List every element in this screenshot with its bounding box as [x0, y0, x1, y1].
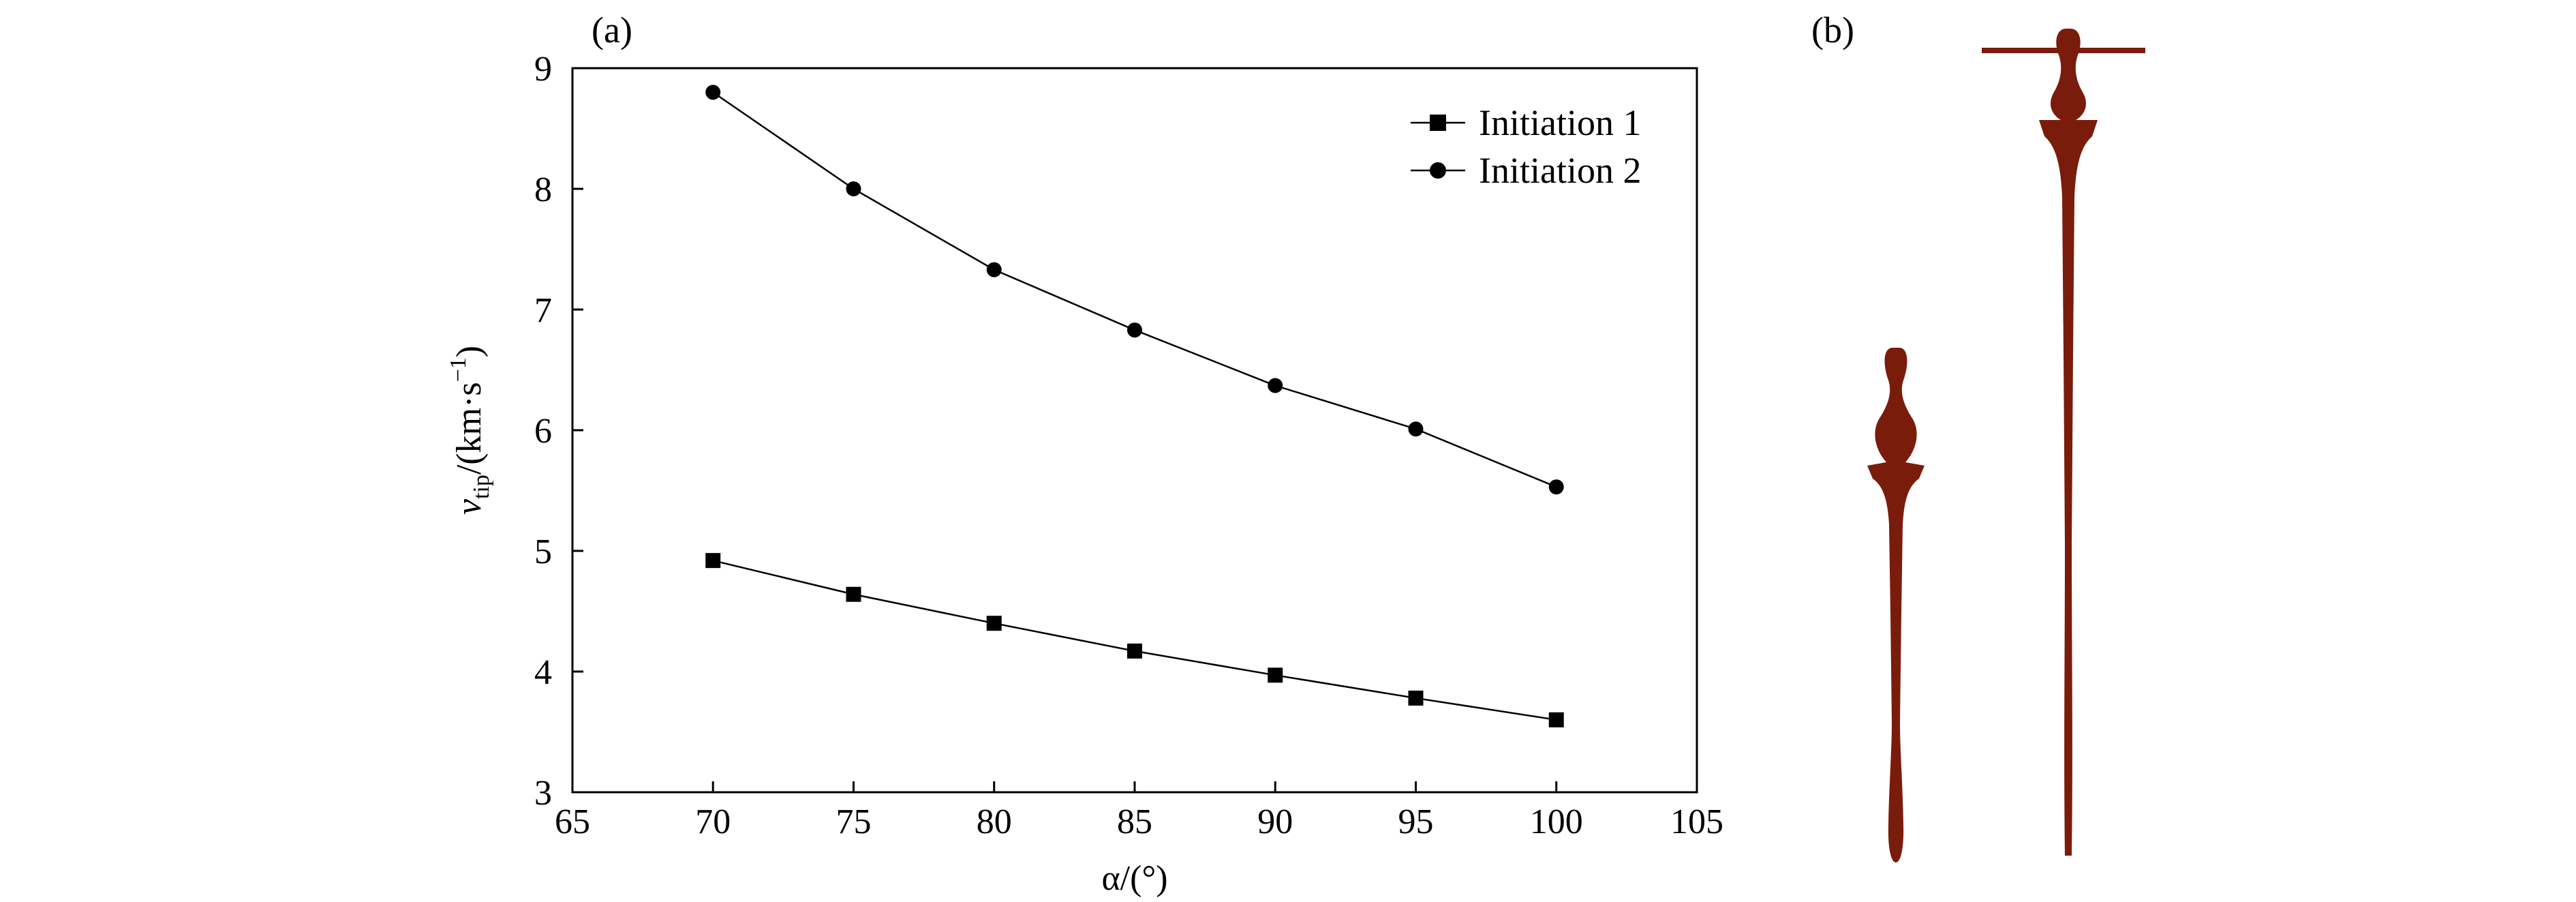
data-point-circle	[846, 181, 861, 196]
legend: Initiation 1 Initiation 2	[1411, 102, 1641, 191]
x-tick-label: 95	[1398, 802, 1434, 841]
jet-shape-short	[1867, 348, 1925, 862]
y-axis-title-close: )	[450, 346, 489, 357]
x-tick-label: 75	[836, 802, 872, 841]
panel-label-b: (b)	[1811, 10, 1854, 50]
x-axis-title: α/(°)	[1101, 859, 1167, 898]
data-point-circle	[1408, 421, 1424, 437]
legend-label-1: Initiation 1	[1479, 102, 1641, 143]
data-point-circle	[705, 85, 721, 100]
x-tick-label: 85	[1117, 802, 1152, 841]
x-tick-label: 70	[695, 802, 731, 841]
y-axis-title-sub: tip	[469, 475, 494, 499]
jet-shape-long	[2039, 29, 2098, 856]
data-point-circle	[1548, 479, 1564, 495]
x-tick-label: 65	[555, 802, 590, 841]
data-point-square	[846, 586, 861, 602]
data-point-circle	[986, 262, 1002, 277]
data-point-circle	[1268, 378, 1283, 393]
y-axis-ticks: 3 4 5 6 7 8 9	[534, 50, 583, 813]
x-tick-label: 100	[1530, 802, 1583, 841]
data-point-square	[1268, 667, 1283, 683]
y-tick-label: 3	[534, 774, 552, 813]
y-tick-label: 7	[534, 291, 552, 330]
legend-marker-circle	[1430, 162, 1446, 179]
series-line-1	[712, 559, 1557, 721]
data-point-square	[1408, 690, 1424, 706]
y-tick-label: 5	[534, 532, 552, 571]
y-axis-title-main: v	[450, 498, 489, 515]
x-tick-label: 80	[977, 802, 1012, 841]
data-point-square	[705, 553, 721, 569]
panel-label-a: (a)	[592, 10, 632, 50]
x-axis-ticks: 65 70 75 80 85 90 95 100 105	[555, 781, 1723, 841]
y-tick-label: 9	[534, 50, 552, 89]
x-tick-label: 105	[1670, 802, 1723, 841]
x-tick-label: 90	[1257, 802, 1293, 841]
data-point-square	[1127, 643, 1142, 659]
data-point-circle	[1127, 322, 1142, 338]
legend-entry-2: Initiation 2	[1411, 150, 1641, 191]
y-axis-title-rest: /(km·s	[450, 382, 489, 475]
legend-label-2: Initiation 2	[1479, 150, 1641, 191]
y-tick-label: 4	[534, 653, 552, 692]
y-axis-title: vtip/(km·s−1)	[446, 346, 494, 515]
y-axis-title-sup: −1	[446, 357, 471, 382]
data-point-square	[1548, 712, 1564, 727]
data-point-square	[986, 616, 1002, 631]
jet-images	[1867, 29, 2145, 862]
y-tick-label: 8	[534, 170, 552, 209]
legend-entry-1: Initiation 1	[1411, 102, 1641, 143]
series-layer	[705, 85, 1564, 727]
y-tick-label: 6	[534, 412, 552, 451]
series-line-2	[712, 91, 1557, 488]
legend-marker-square	[1430, 115, 1446, 131]
